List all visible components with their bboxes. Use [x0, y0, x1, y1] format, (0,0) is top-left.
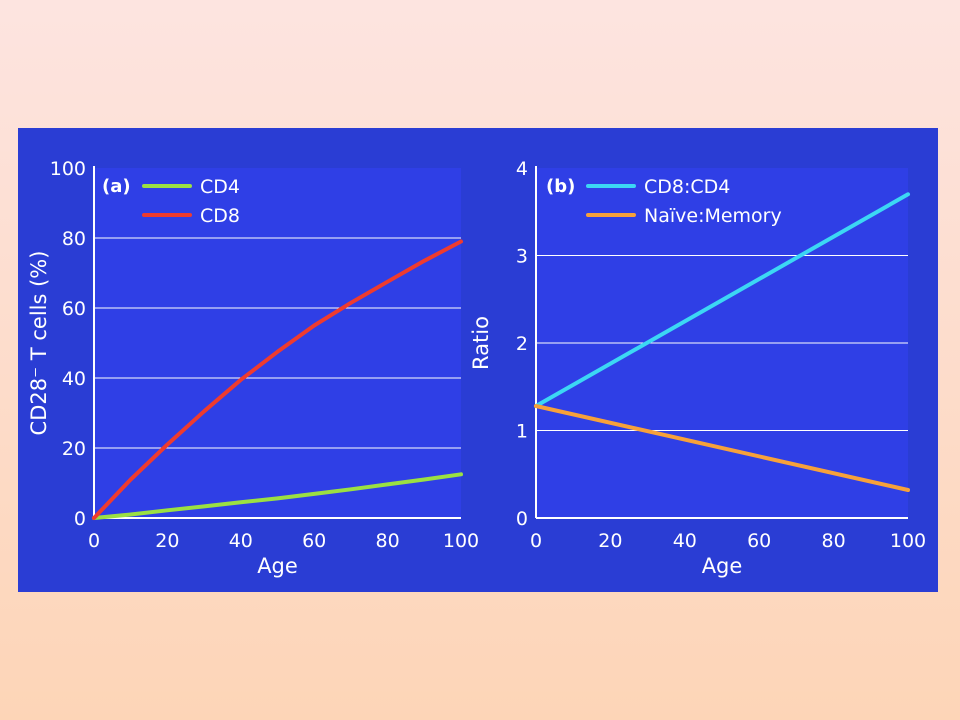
legend-label-na-ve-memory: Naïve:Memory	[644, 205, 782, 227]
y-tick-label-a-100: 100	[50, 158, 86, 180]
plot-area-a	[94, 168, 461, 518]
y-tick-label-b-2: 2	[516, 333, 528, 355]
legend-label-cd8-cd4: CD8:CD4	[644, 176, 730, 198]
legend-label-cd4: CD4	[200, 176, 240, 198]
x-tick-label-a-0: 0	[88, 530, 100, 552]
x-tick-label-b-100: 100	[890, 530, 926, 552]
x-tick-label-b-0: 0	[530, 530, 542, 552]
y-tick-label-a-80: 80	[62, 228, 86, 250]
x-tick-label-b-20: 20	[598, 530, 622, 552]
y-tick-label-b-3: 3	[516, 246, 528, 268]
x-tick-label-a-20: 20	[155, 530, 179, 552]
legend-label-cd8: CD8	[200, 205, 240, 227]
y-axis-title-a: CD28⁻ T cells (%)	[27, 251, 51, 436]
series-line-cd4	[92, 472, 463, 520]
x-tick-label-b-40: 40	[673, 530, 697, 552]
series-line-cd8	[92, 239, 463, 520]
x-axis-title-b: Age	[702, 554, 743, 578]
y-tick-label-a-20: 20	[62, 438, 86, 460]
series-line-na-ve-memory	[534, 404, 910, 492]
y-tick-label-b-1: 1	[516, 421, 528, 443]
y-tick-label-a-0: 0	[74, 508, 86, 530]
series-line-cd8-cd4	[534, 192, 910, 408]
x-tick-label-a-40: 40	[229, 530, 253, 552]
chart-panel-a: 0 20 40 60 80 100 0 20 40 60 80 100 Age CD28⁻ T cells…	[27, 158, 479, 578]
panel-label-b: (b)	[546, 176, 575, 197]
y-tick-label-a-60: 60	[62, 298, 86, 320]
x-axis-title-a: Age	[257, 554, 298, 578]
panel-label-a: (a)	[102, 176, 131, 197]
x-tick-label-a-60: 60	[302, 530, 326, 552]
y-tick-label-b-4: 4	[516, 158, 528, 180]
x-tick-label-b-80: 80	[822, 530, 846, 552]
y-tick-label-a-40: 40	[62, 368, 86, 390]
figure-panel: 0 20 40 60 80 100 0 20 40 60 80 100 Age CD28⁻ T cells…	[18, 128, 938, 592]
x-tick-label-b-60: 60	[747, 530, 771, 552]
y-axis-title-b: Ratio	[469, 316, 493, 370]
y-tick-label-b-0: 0	[516, 508, 528, 530]
x-tick-label-a-100: 100	[443, 530, 479, 552]
x-tick-label-a-80: 80	[376, 530, 400, 552]
